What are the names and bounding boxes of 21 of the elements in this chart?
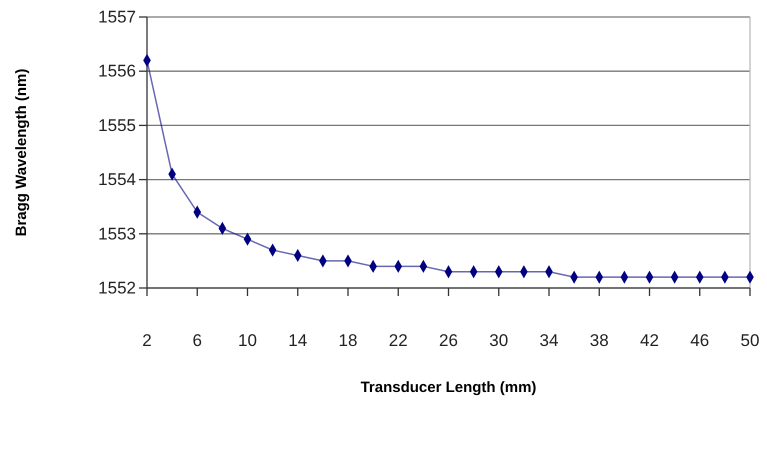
y-tick-label: 1553 — [98, 224, 136, 244]
y-tick-label: 1552 — [98, 278, 136, 298]
x-axis-title: Transducer Length (mm) — [360, 379, 536, 396]
x-tick-label: 22 — [388, 331, 408, 350]
x-tick-label: 18 — [338, 331, 358, 350]
y-tick-label: 1556 — [98, 62, 136, 81]
y-tick-label: 1555 — [98, 116, 136, 135]
x-tick-label: 34 — [540, 331, 558, 350]
x-tick-label: 14 — [288, 331, 308, 350]
x-tick-label: 26 — [439, 331, 458, 350]
x-tick-label: 46 — [690, 331, 710, 350]
x-tick-label: 6 — [192, 331, 202, 350]
x-tick-label: 10 — [238, 331, 257, 350]
y-axis-title: Bragg Wavelength (nm) — [13, 68, 30, 236]
x-tick-label: 2 — [142, 331, 152, 350]
x-tick-label: 42 — [640, 331, 659, 350]
x-tick-label: 38 — [590, 331, 609, 350]
y-tick-label: 1557 — [98, 7, 136, 26]
x-tick-label: 50 — [740, 331, 760, 350]
y-tick-label: 1554 — [98, 170, 136, 190]
x-tick-label: 30 — [489, 331, 508, 350]
